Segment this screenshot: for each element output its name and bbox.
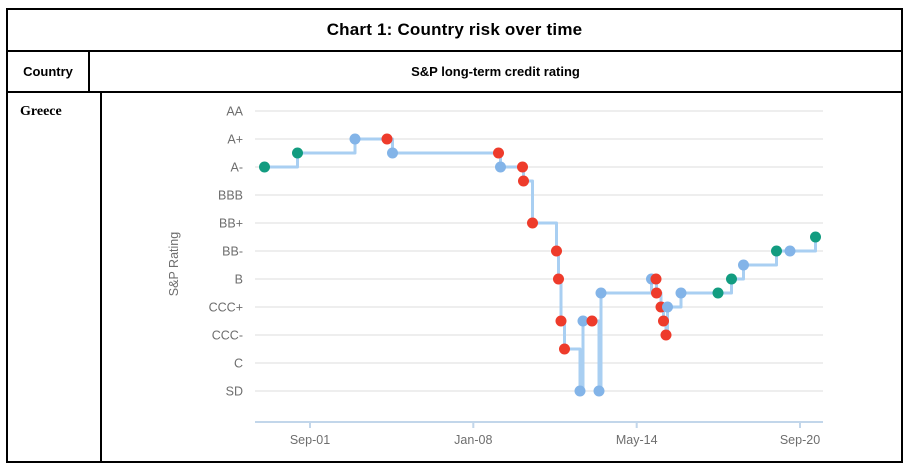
chart-cell bbox=[102, 93, 901, 461]
country-label: Greece bbox=[20, 104, 62, 119]
country-column-header: Country bbox=[8, 52, 90, 91]
rating-column-header: S&P long-term credit rating bbox=[411, 64, 580, 79]
title-row: Chart 1: Country risk over time bbox=[8, 10, 901, 52]
page-title: Chart 1: Country risk over time bbox=[326, 20, 583, 39]
header-row: Country S&P long-term credit rating bbox=[8, 52, 901, 93]
report-table: Chart 1: Country risk over time Country … bbox=[6, 8, 903, 463]
country-cell: Greece bbox=[8, 93, 102, 461]
data-row: Greece bbox=[8, 93, 901, 461]
